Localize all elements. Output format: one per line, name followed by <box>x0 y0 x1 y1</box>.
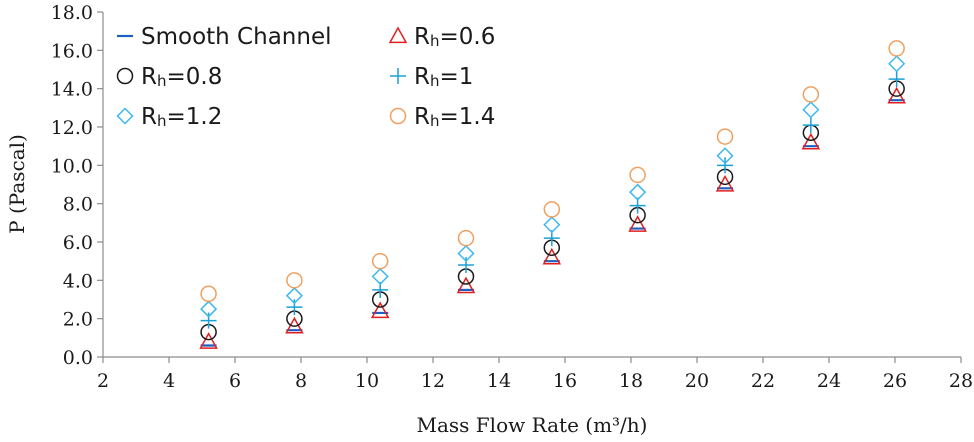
data-point <box>888 55 906 73</box>
x-tick-label: 18 <box>619 370 643 392</box>
data-point <box>717 157 734 174</box>
y-tick-label: 8.0 <box>63 194 93 216</box>
x-tick-label: 2 <box>97 370 109 392</box>
data-point <box>801 132 821 150</box>
axes <box>102 12 961 358</box>
x-tick-label: 6 <box>229 370 241 392</box>
legend-item: Rh=1.4 <box>389 104 495 130</box>
series-rh-1 <box>200 71 905 329</box>
data-point <box>629 166 646 184</box>
legend-marker <box>390 68 406 84</box>
legend-label: Rh=1.4 <box>414 104 495 130</box>
data-points <box>199 40 906 349</box>
y-tick-label: 18.0 <box>51 2 93 24</box>
data-point <box>888 40 905 57</box>
x-tick-label: 4 <box>163 370 175 392</box>
y-tick-label: 10.0 <box>51 155 93 177</box>
legend-label: Rh=0.6 <box>414 24 495 50</box>
data-point <box>200 300 218 318</box>
data-point <box>456 276 476 294</box>
legend-item: Rh=0.8 <box>116 64 222 90</box>
legend-marker <box>116 107 134 125</box>
y-tick-label: 0.0 <box>63 347 93 369</box>
legend-item: Rh=1.2 <box>116 104 222 130</box>
data-point <box>370 301 390 319</box>
data-point <box>716 128 734 145</box>
x-tick-label: 26 <box>883 370 907 392</box>
data-point <box>457 229 475 247</box>
y-tick-label: 6.0 <box>63 232 93 254</box>
y-tick-label: 14.0 <box>51 79 93 101</box>
ticks: 2 4 6 8 10 12 14 16 18 20 22 24 26 280.02.04.06.08.01… <box>51 2 973 392</box>
y-tick-label: 2.0 <box>63 309 93 331</box>
data-point <box>888 71 905 88</box>
series-rh-1-4 <box>200 40 905 302</box>
data-point <box>628 215 647 232</box>
legend-item: Rh=1 <box>390 64 473 90</box>
data-point <box>285 287 303 305</box>
legend-label: Rh=0.8 <box>141 64 222 90</box>
legend-marker <box>389 107 407 125</box>
series-rh-0-8 <box>200 80 905 341</box>
y-tick-label: 4.0 <box>63 270 93 292</box>
data-point <box>629 183 647 201</box>
data-point <box>199 332 218 349</box>
data-point <box>286 272 303 289</box>
data-point <box>457 244 475 263</box>
x-tick-label: 20 <box>685 370 709 392</box>
legend-label: Rh=1.2 <box>141 104 222 130</box>
data-point <box>458 257 474 273</box>
data-point <box>371 267 389 286</box>
y-tick-label: 12.0 <box>51 117 93 139</box>
legend-marker <box>116 67 134 85</box>
data-point <box>543 216 561 234</box>
y-tick-label: 16.0 <box>51 40 93 62</box>
data-point <box>802 86 820 103</box>
data-point <box>371 252 389 270</box>
data-point <box>200 312 217 329</box>
x-tick-label: 28 <box>949 370 973 392</box>
x-tick-label: 8 <box>295 370 307 392</box>
data-point <box>200 285 217 302</box>
x-tick-label: 10 <box>355 370 379 392</box>
x-tick-label: 24 <box>817 370 841 392</box>
data-point <box>802 117 819 134</box>
x-tick-label: 16 <box>553 370 577 392</box>
x-axis-title: Mass Flow Rate (m³/h) <box>417 413 648 437</box>
data-point <box>543 201 561 218</box>
legend-item: Rh=0.6 <box>388 24 495 50</box>
legend-marker <box>388 26 408 44</box>
x-tick-label: 22 <box>751 370 775 392</box>
legend-item: Smooth Channel <box>117 24 331 50</box>
data-point <box>802 101 820 119</box>
legend-label: Rh=1 <box>414 64 473 90</box>
x-tick-label: 14 <box>487 370 511 392</box>
data-point <box>286 299 303 316</box>
data-point <box>716 147 734 165</box>
series-rh-1-2 <box>200 55 906 318</box>
series-smooth-channel <box>200 99 905 347</box>
legend-label: Smooth Channel <box>141 24 331 50</box>
legend: Smooth Channel Rh=0.6 Rh=0.8 Rh=1 Rh=1.2 Rh=1… <box>116 24 495 130</box>
x-tick-label: 12 <box>421 370 445 392</box>
y-axis-title: P (Pascal) <box>5 134 29 234</box>
data-point <box>542 247 562 265</box>
